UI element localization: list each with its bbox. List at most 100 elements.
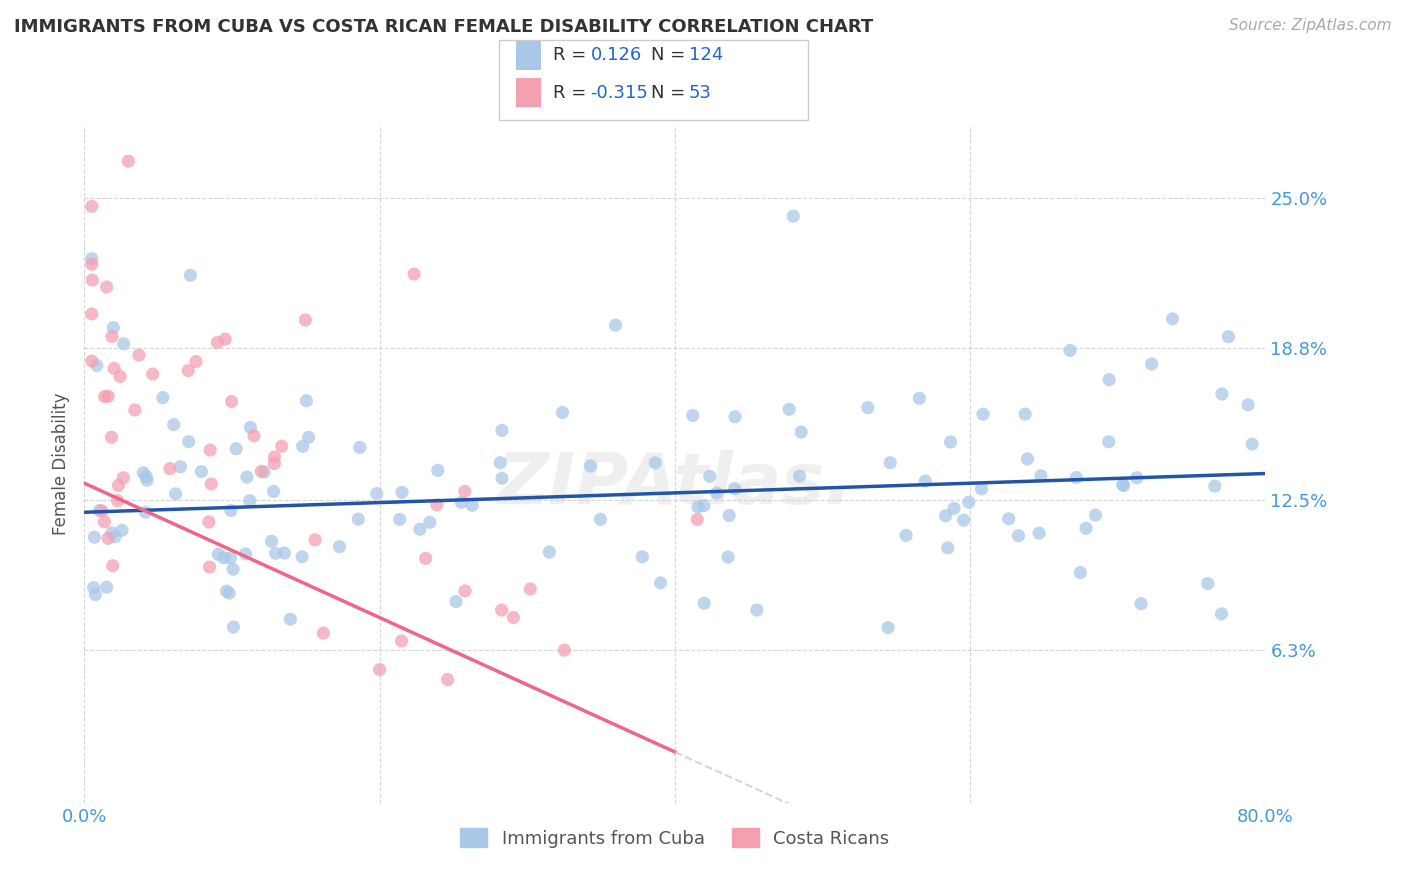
Point <box>291 439 314 453</box>
Point <box>243 429 266 443</box>
Point <box>970 482 993 496</box>
Point <box>605 318 627 333</box>
Point <box>1161 311 1184 326</box>
Point <box>856 401 879 415</box>
Point <box>782 209 804 223</box>
Point <box>263 450 285 464</box>
Point <box>270 439 292 453</box>
Text: Source: ZipAtlas.com: Source: ZipAtlas.com <box>1229 18 1392 33</box>
Text: R =: R = <box>553 84 592 102</box>
Text: 124: 124 <box>689 46 723 64</box>
Point <box>790 425 813 439</box>
Point <box>724 482 747 496</box>
Point <box>101 329 124 343</box>
Legend: Immigrants from Cuba, Costa Ricans: Immigrants from Cuba, Costa Ricans <box>453 821 897 855</box>
Y-axis label: Female Disability: Female Disability <box>52 392 70 535</box>
Point <box>943 501 966 516</box>
Point <box>107 493 129 508</box>
Point <box>86 359 108 373</box>
Point <box>957 495 980 509</box>
Point <box>388 512 411 526</box>
Point <box>454 484 477 499</box>
Point <box>717 550 740 565</box>
Point <box>1111 477 1133 491</box>
Point <box>103 361 125 376</box>
Point <box>177 434 200 449</box>
Point <box>908 392 931 406</box>
Point <box>263 457 285 471</box>
Point <box>349 441 371 455</box>
Point <box>103 320 125 334</box>
Point <box>778 402 800 417</box>
Point <box>368 663 391 677</box>
Point <box>879 456 901 470</box>
Point <box>84 588 107 602</box>
Point <box>260 534 283 549</box>
Point <box>426 463 449 477</box>
Point <box>291 549 314 564</box>
Point <box>724 409 747 424</box>
Point <box>225 442 247 456</box>
Text: 53: 53 <box>689 84 711 102</box>
Text: 0.126: 0.126 <box>591 46 641 64</box>
Point <box>80 199 103 213</box>
Point <box>491 471 513 485</box>
Point <box>1241 437 1264 451</box>
Point <box>96 280 118 294</box>
Point <box>997 512 1019 526</box>
Point <box>97 389 120 403</box>
Text: -0.315: -0.315 <box>591 84 648 102</box>
Point <box>1126 471 1149 485</box>
Point <box>198 560 221 574</box>
Point <box>589 512 612 526</box>
Text: R =: R = <box>553 46 592 64</box>
Point <box>877 621 900 635</box>
Point <box>239 493 262 508</box>
Point <box>93 515 115 529</box>
Point <box>650 575 672 590</box>
Point <box>90 504 112 518</box>
Point <box>404 267 426 281</box>
Point <box>117 154 139 169</box>
Point <box>1204 479 1226 493</box>
Point <box>1098 373 1121 387</box>
Point <box>1028 526 1050 541</box>
Point <box>1211 607 1233 621</box>
Point <box>419 516 441 530</box>
Point <box>1074 521 1097 535</box>
Point <box>579 458 602 473</box>
Point <box>219 503 242 517</box>
Point <box>214 332 236 346</box>
Point <box>706 486 728 500</box>
Text: ZIPAtlas.: ZIPAtlas. <box>496 450 853 518</box>
Point <box>93 390 115 404</box>
Point <box>108 369 131 384</box>
Point <box>489 456 512 470</box>
Point <box>688 500 710 514</box>
Point <box>82 273 104 287</box>
Point <box>1130 597 1153 611</box>
Point <box>80 354 103 368</box>
Point <box>263 484 285 499</box>
Point <box>112 336 135 351</box>
Point <box>686 512 709 526</box>
Point <box>1098 434 1121 449</box>
Point <box>935 508 957 523</box>
Point <box>693 596 716 610</box>
Point <box>83 530 105 544</box>
Point <box>1112 478 1135 492</box>
Point <box>163 417 186 432</box>
Point <box>328 540 350 554</box>
Point <box>450 495 472 509</box>
Point <box>444 594 467 608</box>
Point <box>152 391 174 405</box>
Point <box>391 485 413 500</box>
Point <box>132 466 155 480</box>
Point <box>221 394 243 409</box>
Point <box>553 643 575 657</box>
Point <box>298 430 321 444</box>
Point <box>212 550 235 565</box>
Point <box>207 548 229 562</box>
Point <box>952 513 974 527</box>
Point <box>250 464 273 478</box>
